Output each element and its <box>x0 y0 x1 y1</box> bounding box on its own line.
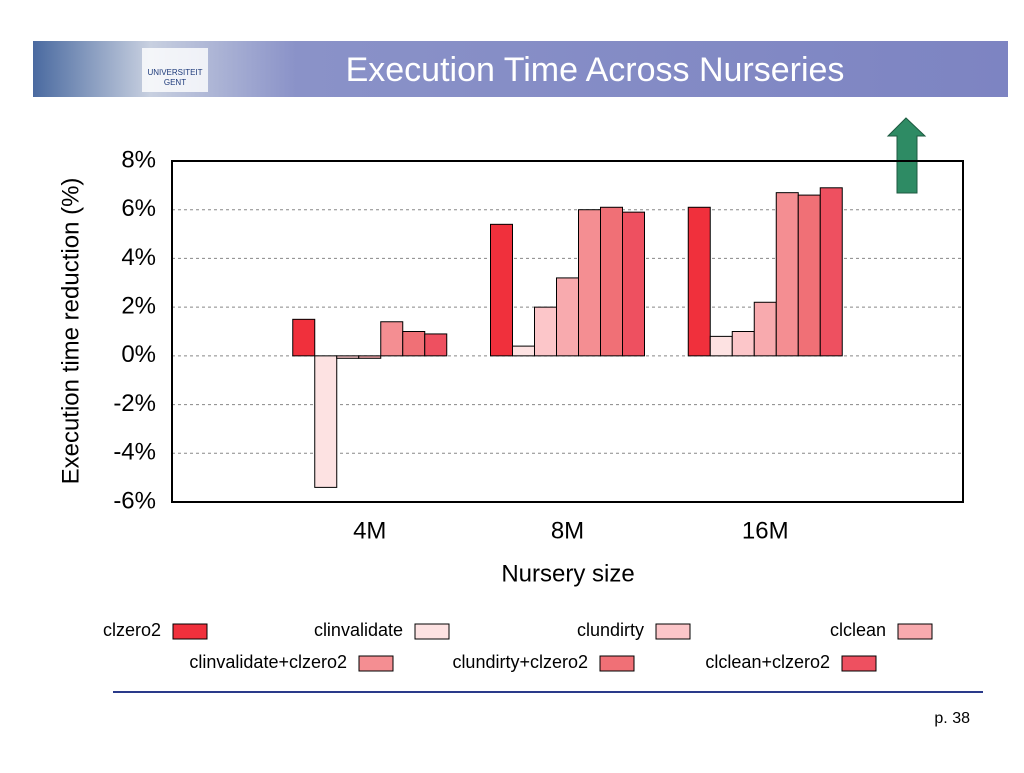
legend-label: clclean <box>830 620 886 640</box>
logo-bg <box>142 48 208 92</box>
bar <box>358 355 382 359</box>
legend-swatch <box>172 623 208 640</box>
y-tick-label: 6% <box>121 195 156 222</box>
legend-swatch <box>841 655 877 672</box>
y-tick-label: 8% <box>121 146 156 173</box>
x-tick-label: 8M <box>551 517 584 544</box>
bar <box>380 321 404 357</box>
bar <box>753 301 777 357</box>
bar <box>556 277 579 357</box>
y-tick-label: 0% <box>121 341 156 368</box>
bar <box>424 333 448 357</box>
x-tick-label: 4M <box>353 517 386 544</box>
bar <box>512 345 535 357</box>
bar <box>292 318 316 357</box>
x-axis-label: Nursery size <box>501 560 634 587</box>
bar <box>534 306 557 357</box>
legend-label: clundirty+clzero2 <box>452 652 588 672</box>
legend-label: clinvalidate+clzero2 <box>189 652 347 672</box>
x-tick-label: 16M <box>742 517 789 544</box>
legend-swatch <box>358 655 394 672</box>
bar <box>578 209 601 357</box>
y-tick-label: -2% <box>113 390 156 417</box>
bar <box>490 223 513 357</box>
logo-text: GENT <box>164 78 186 87</box>
y-tick-label: 2% <box>121 292 156 319</box>
bar <box>775 192 799 357</box>
plot <box>172 160 963 503</box>
y-tick-label: -6% <box>113 487 156 514</box>
bar <box>622 211 645 357</box>
y-tick-label: -4% <box>113 439 156 466</box>
bar <box>336 355 360 359</box>
bar <box>731 331 755 357</box>
slide-title: Execution Time Across Nurseries <box>346 51 845 89</box>
bar <box>687 206 711 357</box>
arrow-icon <box>886 117 927 194</box>
y-tick-label: 4% <box>121 244 156 271</box>
legend-label: clclean+clzero2 <box>705 652 830 672</box>
bar <box>600 206 623 357</box>
legend-swatch <box>599 655 635 672</box>
bar <box>709 335 733 357</box>
legend-swatch <box>655 623 691 640</box>
plot-frame <box>171 160 964 503</box>
bar <box>797 194 821 357</box>
legend-label: clundirty <box>577 620 644 640</box>
bar <box>314 355 338 488</box>
y-axis-label: Execution time reduction (%) <box>57 178 84 485</box>
legend-label: clzero2 <box>103 620 161 640</box>
bar <box>819 187 843 357</box>
legend-swatch <box>414 623 450 640</box>
page-number: p. 38 <box>934 710 970 727</box>
logo-text: UNIVERSITEIT <box>147 68 202 77</box>
legend-swatch <box>897 623 933 640</box>
legend-label: clinvalidate <box>314 620 403 640</box>
bar <box>402 331 426 357</box>
